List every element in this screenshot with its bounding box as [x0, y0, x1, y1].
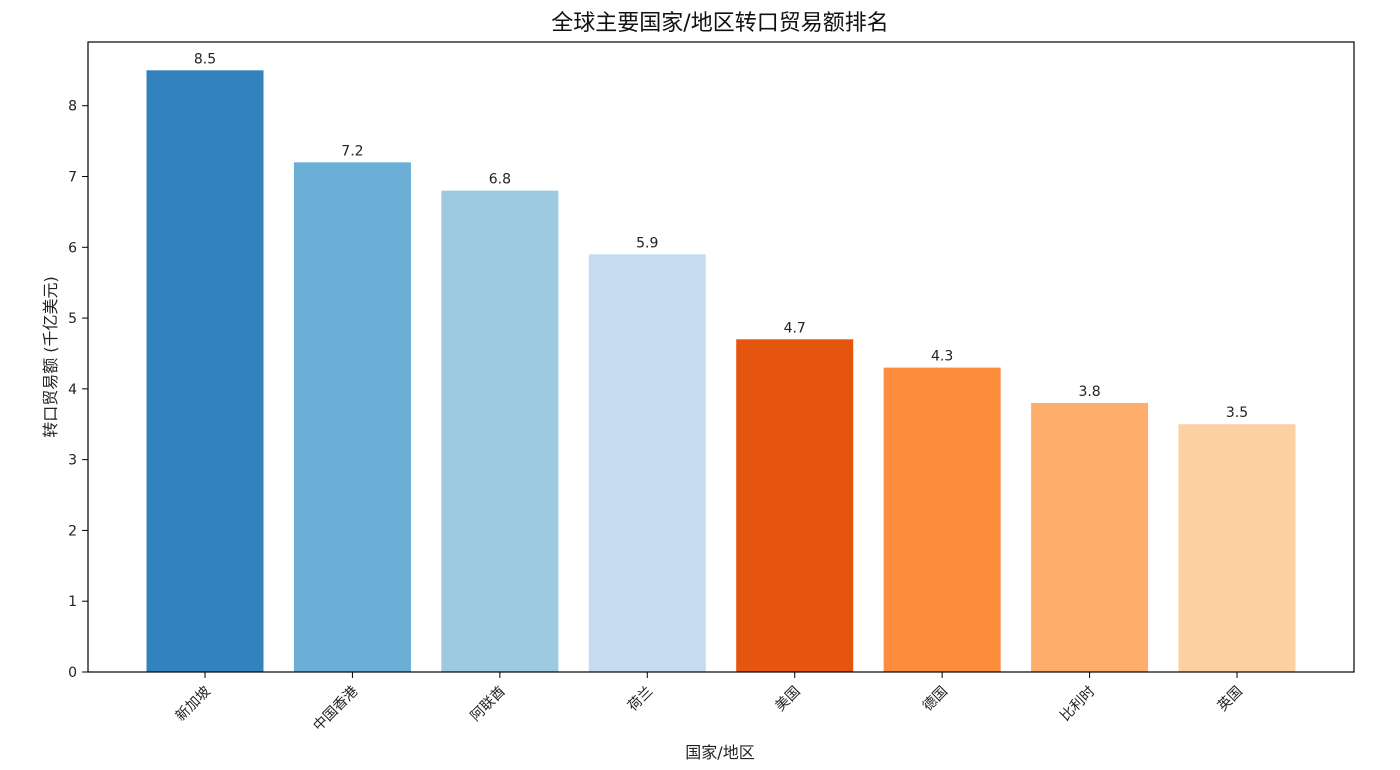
x-tick-label: 英国: [1214, 683, 1246, 715]
x-tick-label: 中国香港: [310, 684, 361, 735]
x-tick-label: 荷兰: [625, 684, 656, 715]
x-axis-title: 国家/地区: [685, 743, 754, 762]
y-tick-label: 6: [68, 240, 77, 256]
y-tick-label: 0: [68, 665, 77, 681]
plot-frame: [87, 41, 1355, 673]
y-tick-label: 7: [68, 169, 77, 185]
bar: [293, 162, 411, 672]
y-tick-label: 3: [68, 453, 77, 469]
y-tick-label: 8: [68, 99, 77, 115]
y-tick-label: 4: [68, 382, 77, 398]
y-axis-title: 转口贸易额 (千亿美元): [41, 276, 60, 438]
bar: [146, 70, 264, 673]
data-labels-layer: 8.5 7.2 6.8 5.9 4.7 4.3 3.8 3.5: [194, 51, 1248, 421]
bars-layer: [146, 70, 1296, 673]
bar-value-label: 5.9: [636, 235, 658, 251]
bar: [1031, 403, 1149, 672]
bar: [883, 367, 1001, 672]
x-tick-label: 比利时: [1057, 684, 1098, 725]
y-axis: 0 1 2 3 4 5 6 7 8: [68, 99, 88, 681]
x-tick-label: 阿联酋: [467, 683, 509, 725]
bar: [441, 190, 559, 673]
y-tick-label: 2: [68, 523, 77, 539]
bar: [588, 254, 706, 672]
bar-value-label: 8.5: [194, 51, 216, 67]
x-tick-label: 美国: [772, 684, 803, 715]
x-tick-label: 德国: [920, 684, 951, 715]
y-tick-label: 5: [68, 311, 77, 327]
bar: [1178, 424, 1296, 672]
bar-value-label: 4.7: [784, 320, 806, 336]
bar-value-label: 3.5: [1226, 405, 1248, 421]
x-axis: 新加坡 中国香港 阿联酋 荷兰 美国 德国 比利时 英国: [173, 672, 1246, 734]
x-tick-label: 新加坡: [173, 684, 214, 725]
chart-title: 全球主要国家/地区转口贸易额排名: [551, 11, 888, 36]
bar-value-label: 3.8: [1078, 384, 1100, 400]
bar-value-label: 7.2: [341, 143, 363, 159]
bar-value-label: 6.8: [489, 172, 511, 188]
bar-value-label: 4.3: [931, 349, 953, 365]
bar: [736, 339, 854, 672]
y-tick-label: 1: [68, 594, 77, 610]
